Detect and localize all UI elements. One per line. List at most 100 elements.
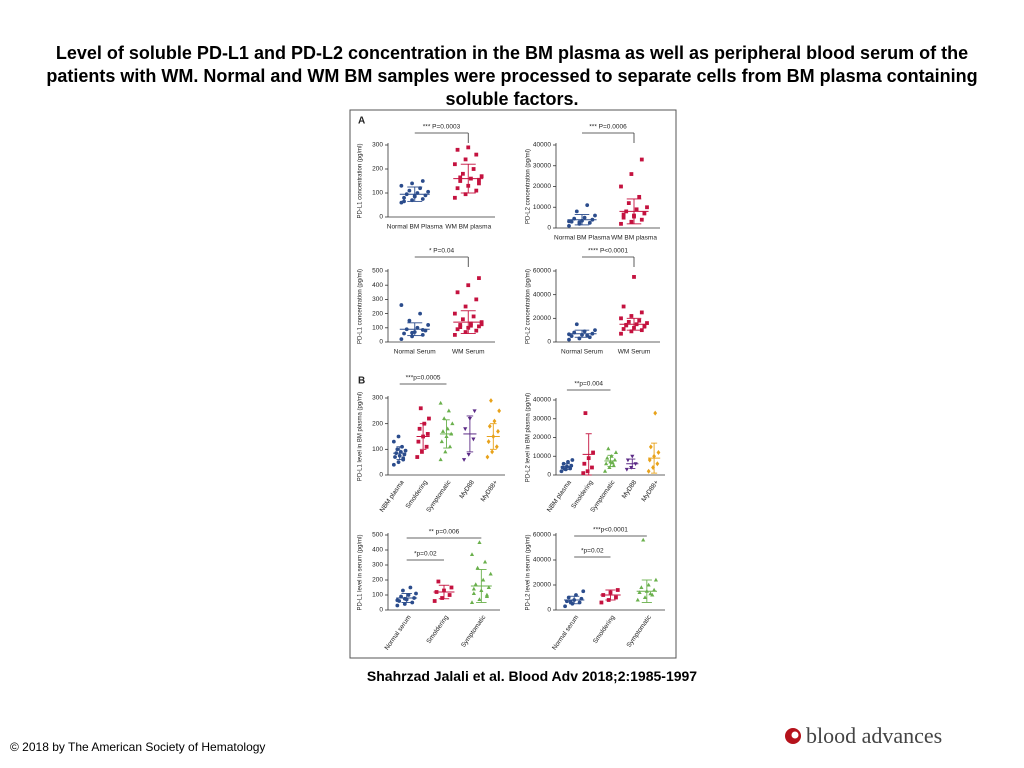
- data-point: [402, 195, 406, 200]
- data-point: [477, 276, 481, 280]
- data-point: [450, 421, 455, 426]
- data-point: [471, 437, 476, 442]
- data-point: [497, 408, 502, 414]
- data-point: [637, 194, 642, 199]
- data-point: [452, 311, 457, 316]
- data-point: [438, 400, 443, 405]
- data-point: [648, 591, 653, 596]
- data-point: [402, 596, 407, 601]
- data-point: [494, 444, 499, 450]
- x-tick-label: WM Serum: [452, 349, 485, 356]
- data-point: [587, 220, 592, 225]
- data-point: [626, 319, 631, 324]
- data-point: [408, 585, 413, 590]
- data-point: [402, 602, 407, 606]
- data-point: [399, 594, 403, 599]
- significance-label: *** P=0.0003: [423, 124, 461, 131]
- data-point: [629, 219, 634, 224]
- y-tick-label: 40000: [533, 557, 551, 564]
- data-point: [466, 145, 471, 150]
- data-point: [461, 458, 467, 462]
- data-point: [472, 409, 477, 414]
- y-tick-label: 200: [372, 310, 383, 317]
- data-point: [436, 579, 441, 584]
- significance-label: *p=0.02: [581, 548, 604, 555]
- y-tick-label: 400: [372, 547, 383, 554]
- data-point: [641, 537, 646, 542]
- data-point: [488, 571, 493, 576]
- y-tick-label: 30000: [533, 162, 551, 169]
- y-axis-label: PD-L2 concentration (pg/ml): [526, 269, 532, 344]
- significance-label: **** P<0.0001: [588, 248, 628, 255]
- data-point: [646, 582, 651, 587]
- y-tick-label: 100: [372, 446, 383, 453]
- x-tick-label: WM BM plasma: [445, 224, 491, 231]
- data-point: [449, 585, 454, 590]
- y-tick-label: 0: [547, 225, 551, 232]
- data-point: [402, 199, 406, 204]
- y-axis-label: PD-L1 concentration (pg/ml): [358, 143, 364, 218]
- data-point: [463, 427, 468, 432]
- data-point: [639, 585, 644, 590]
- data-point: [619, 184, 623, 189]
- logo: blood advances: [785, 723, 942, 748]
- data-point: [426, 189, 431, 194]
- data-point: [482, 559, 488, 564]
- data-point: [655, 461, 660, 467]
- slide-title: Level of soluble PD-L1 and PD-L2 concent…: [46, 43, 978, 109]
- data-point: [583, 411, 588, 416]
- data-point: [645, 205, 649, 210]
- data-point: [407, 188, 412, 193]
- data-point: [624, 467, 629, 472]
- y-tick-label: 0: [547, 472, 551, 479]
- data-point: [593, 213, 597, 218]
- data-point: [425, 432, 430, 436]
- y-tick-label: 400: [372, 282, 383, 289]
- panel-label: B: [358, 376, 365, 387]
- significance-label: ** p=0.006: [429, 529, 460, 536]
- data-point: [473, 582, 478, 587]
- data-point: [604, 461, 609, 466]
- data-point: [619, 221, 623, 226]
- data-point: [417, 426, 422, 431]
- logo-text: blood advances: [806, 723, 942, 748]
- y-tick-label: 60000: [533, 532, 551, 539]
- y-axis-label: PD-L1 level in serum (pg/ml): [358, 534, 364, 610]
- y-tick-label: 60000: [533, 268, 551, 275]
- data-point: [567, 219, 571, 224]
- data-point: [559, 469, 564, 474]
- data-point: [391, 439, 396, 444]
- data-point: [447, 593, 452, 597]
- data-point: [647, 457, 652, 463]
- x-tick-label: Normal Serum: [561, 349, 603, 356]
- data-point: [426, 323, 431, 327]
- data-point: [492, 418, 497, 424]
- x-tick-label: WM BM plasma: [611, 235, 657, 242]
- data-point: [443, 449, 448, 454]
- logo-icon: [791, 731, 799, 739]
- y-tick-label: 20000: [533, 183, 551, 190]
- y-tick-label: 500: [372, 532, 383, 539]
- y-tick-label: 300: [372, 142, 383, 149]
- data-point: [650, 592, 655, 597]
- data-point: [399, 337, 404, 342]
- data-point: [424, 444, 429, 449]
- data-point: [402, 331, 406, 336]
- data-point: [619, 331, 623, 336]
- significance-label: ***p=0.0005: [406, 375, 441, 382]
- data-point: [407, 318, 412, 323]
- data-point: [471, 586, 476, 591]
- data-point: [474, 152, 479, 157]
- data-point: [469, 323, 473, 328]
- data-point: [395, 447, 400, 452]
- y-tick-label: 300: [372, 395, 383, 402]
- data-point: [582, 461, 587, 466]
- y-tick-label: 200: [372, 420, 383, 427]
- data-point: [570, 458, 575, 462]
- data-point: [634, 207, 639, 212]
- y-tick-label: 40000: [533, 397, 551, 404]
- data-point: [615, 588, 620, 592]
- data-point: [420, 179, 425, 183]
- data-point: [406, 593, 411, 597]
